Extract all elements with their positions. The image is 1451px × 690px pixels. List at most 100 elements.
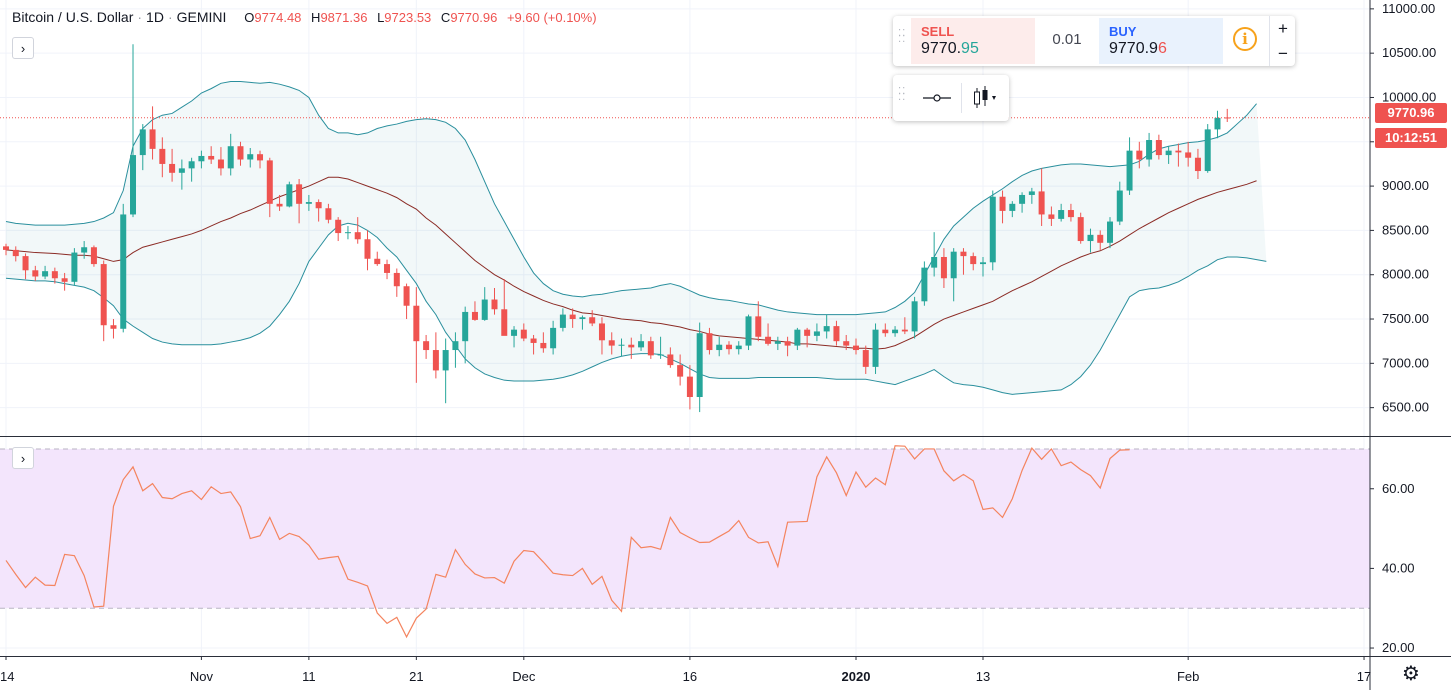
candle-body <box>921 267 928 302</box>
candle-body <box>1107 221 1114 243</box>
rsi-series <box>0 445 1370 639</box>
close-key: C <box>440 10 451 25</box>
candle-body <box>686 376 693 398</box>
candle-body <box>1155 140 1162 156</box>
candle-body <box>12 249 19 257</box>
time-tick-label: Dec <box>512 669 536 684</box>
candle-body <box>901 329 908 332</box>
drag-handle-icon[interactable]: ⁚⁚ ⁚⁚ <box>898 28 907 45</box>
decrease-lot-button[interactable]: − <box>1278 44 1288 63</box>
expand-rsi-legend-button[interactable]: › <box>12 447 34 469</box>
time-tick-label: 13 <box>976 669 990 684</box>
candle-body <box>980 262 986 265</box>
candle-body <box>784 341 791 346</box>
open-value: 9774.48 <box>254 10 302 25</box>
open-key: O <box>244 10 255 25</box>
symbol-name[interactable]: Bitcoin / U.S. Dollar <box>12 9 134 25</box>
candle-body <box>862 350 869 367</box>
candle-body <box>276 203 283 207</box>
candle-body <box>315 202 322 209</box>
candle-body <box>462 311 469 342</box>
gear-icon[interactable]: ⚙ <box>1402 663 1420 685</box>
candle-body <box>559 314 566 328</box>
price-tick-label: 7000.00 <box>1382 355 1429 370</box>
candle-body <box>550 327 557 349</box>
candle-body <box>198 155 205 162</box>
buy-button[interactable]: BUY 9770.96 <box>1099 18 1223 64</box>
price-tick-label: 10000.00 <box>1382 89 1436 104</box>
candle-body <box>149 129 156 149</box>
candles-settings-icon[interactable] <box>971 84 1001 112</box>
candle-body <box>940 256 947 279</box>
bollinger-basis-line <box>5 176 1257 350</box>
candle-body <box>852 345 859 351</box>
time-tick-label: 16 <box>683 669 697 684</box>
candle-body <box>1146 140 1153 160</box>
candle-body <box>813 331 820 336</box>
candle-body <box>1126 150 1133 191</box>
trading-panel: ⁚⁚ ⁚⁚ SELL 9770.95 0.01 BUY 9770.96 i + − <box>893 16 1295 66</box>
candle-body <box>520 329 527 339</box>
price-tick-label: 8500.00 <box>1382 222 1429 237</box>
candle-body <box>42 271 49 277</box>
interval[interactable]: 1D <box>146 9 164 25</box>
info-icon[interactable]: i <box>1233 27 1257 51</box>
candle-body <box>999 196 1006 211</box>
line-tool-icon[interactable] <box>921 87 953 109</box>
candle-body <box>364 239 371 259</box>
bar-countdown-tag: 10:12:51 <box>1375 128 1447 148</box>
candle-body <box>843 341 850 346</box>
candle-body <box>442 350 449 371</box>
candle-body <box>1028 191 1035 195</box>
candle-body <box>667 354 674 366</box>
bollinger-upper-line <box>5 81 1257 316</box>
candle-body <box>989 196 996 263</box>
lot-size-input[interactable]: 0.01 <box>1052 31 1082 48</box>
sell-button[interactable]: SELL 9770.95 <box>911 18 1035 64</box>
candle-body <box>452 341 459 351</box>
candle-body <box>217 159 224 169</box>
candle-body <box>3 246 9 250</box>
chevron-right-icon: › <box>20 451 26 466</box>
candle-body <box>237 146 244 160</box>
exchange: GEMINI <box>176 9 227 25</box>
increase-lot-button[interactable]: + <box>1278 19 1288 38</box>
candle-body <box>960 251 967 257</box>
candle-body <box>931 256 938 268</box>
buy-price-tail: 6 <box>1157 40 1167 57</box>
candle-body <box>266 160 273 204</box>
candle-body <box>657 354 664 356</box>
bollinger-lines <box>5 81 1267 395</box>
expand-legend-button[interactable]: › <box>12 37 34 59</box>
candle-body <box>296 184 303 204</box>
price-tick-label: 8000.00 <box>1382 267 1429 282</box>
candle-body <box>882 329 889 334</box>
candle-body <box>384 264 391 273</box>
price-tick-label: 9000.00 <box>1382 178 1429 193</box>
candle-body <box>1136 150 1143 160</box>
candle-body <box>638 341 645 348</box>
candle-body <box>608 340 615 346</box>
drag-handle-icon[interactable]: ⁚⁚ ⁚⁚ <box>898 86 907 103</box>
candle-body <box>403 286 410 306</box>
time-tick-label: Nov <box>190 669 214 684</box>
candle-body <box>745 316 752 346</box>
candle-body <box>569 314 576 320</box>
candle-body <box>139 129 146 156</box>
candle-body <box>511 329 518 336</box>
ohlc-values: O9774.48 H9871.36 L9723.53 C9770.96 +9.6… <box>244 10 602 25</box>
candle-body <box>1214 117 1221 130</box>
candle-body <box>432 350 439 371</box>
candle-body <box>188 161 195 169</box>
time-tick-label: 11 <box>302 669 316 684</box>
candle-body <box>1077 217 1084 242</box>
price-tick-label: 6500.00 <box>1382 400 1429 415</box>
candle-body <box>823 326 830 332</box>
rsi-line <box>5 445 1130 639</box>
lot-stepper: + − <box>1269 16 1296 66</box>
candle-body <box>716 344 723 351</box>
candle-body <box>393 272 400 287</box>
candle-body <box>1185 152 1192 158</box>
bollinger-band-fill <box>6 81 1267 395</box>
